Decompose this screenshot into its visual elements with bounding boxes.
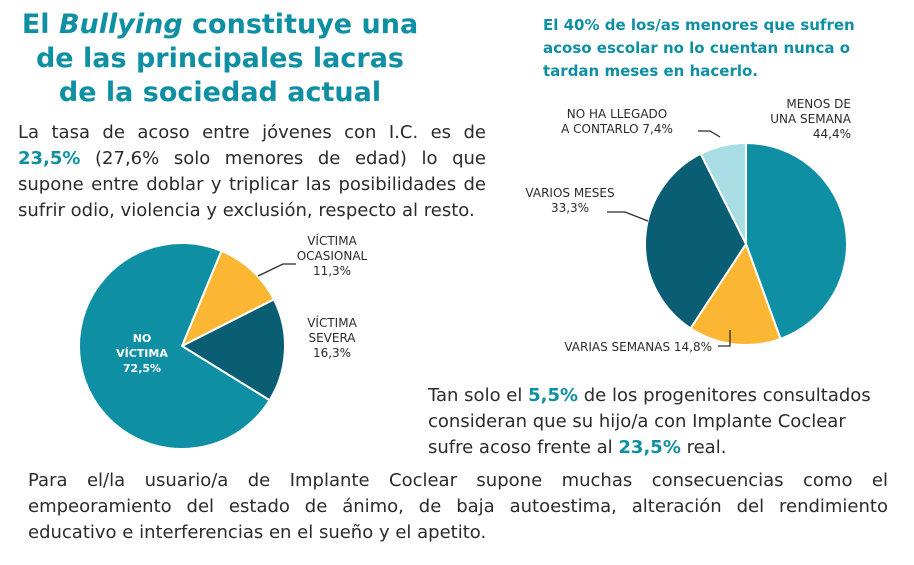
pie1-leader-0 — [257, 263, 296, 277]
para2-highlight-2: 23,5% — [618, 437, 681, 458]
pie2-slice-1 — [689, 241, 782, 346]
para1-text-2: (27,6% solo menores de edad) lo que supo… — [18, 148, 486, 221]
para1-text-1: La tasa de acoso entre jóvenes con I.C. … — [18, 122, 486, 143]
para2-text-1: Tan solo el — [428, 385, 529, 406]
pie2-slice-2 — [644, 152, 748, 330]
para2-text-3: real. — [680, 437, 727, 458]
pie2-label-3: NO HA LLEGADO A CONTARLO 7,4% — [561, 107, 673, 136]
title-emphasis: Bullying — [58, 9, 183, 40]
pie2-label-0: MENOS DE UNA SEMANA 44,4% — [770, 97, 852, 141]
pie2-leader-1 — [718, 330, 731, 347]
pie2-label-2: VARIOS MESES 33,3% — [525, 186, 614, 215]
title-part-1: El — [21, 9, 59, 40]
pie1-label-2: NO VÍCTIMA 72,5% — [116, 332, 168, 375]
pie1-slice-2 — [78, 242, 271, 450]
pie1-label-1: VÍCTIMA SEVERA 16,3% — [307, 315, 357, 360]
pie1-label-0: VÍCTIMA OCASIONAL 11,3% — [297, 233, 368, 278]
consequences-paragraph: Para el/la usuario/a de Implante Coclear… — [28, 470, 888, 543]
para2-highlight-1: 5,5% — [528, 385, 579, 406]
pie1-slice-0 — [180, 249, 276, 349]
pie1-slice-1 — [179, 298, 287, 402]
pie2-label-1: VARIAS SEMANAS 14,8% — [564, 340, 712, 354]
pie2-slice-0 — [745, 141, 848, 341]
pie2-leader-3 — [698, 130, 721, 138]
parents-perception-paragraph: Tan solo el 5,5% de los progenitores con… — [428, 383, 888, 461]
right-chart-title: El 40% de los/as menores que sufren acos… — [543, 16, 855, 80]
pie2-slice-3 — [699, 141, 747, 245]
para1-highlight: 23,5% — [18, 148, 81, 169]
para2-text-2: de los progenitores consultados consider… — [428, 385, 871, 458]
pie2-leader-2 — [607, 211, 649, 222]
title-part-2: constituye una de las principales lacras… — [35, 9, 419, 108]
bullying-rate-paragraph: La tasa de acoso entre jóvenes con I.C. … — [18, 120, 486, 224]
main-title: El Bullying constituye una de las princi… — [20, 8, 420, 110]
